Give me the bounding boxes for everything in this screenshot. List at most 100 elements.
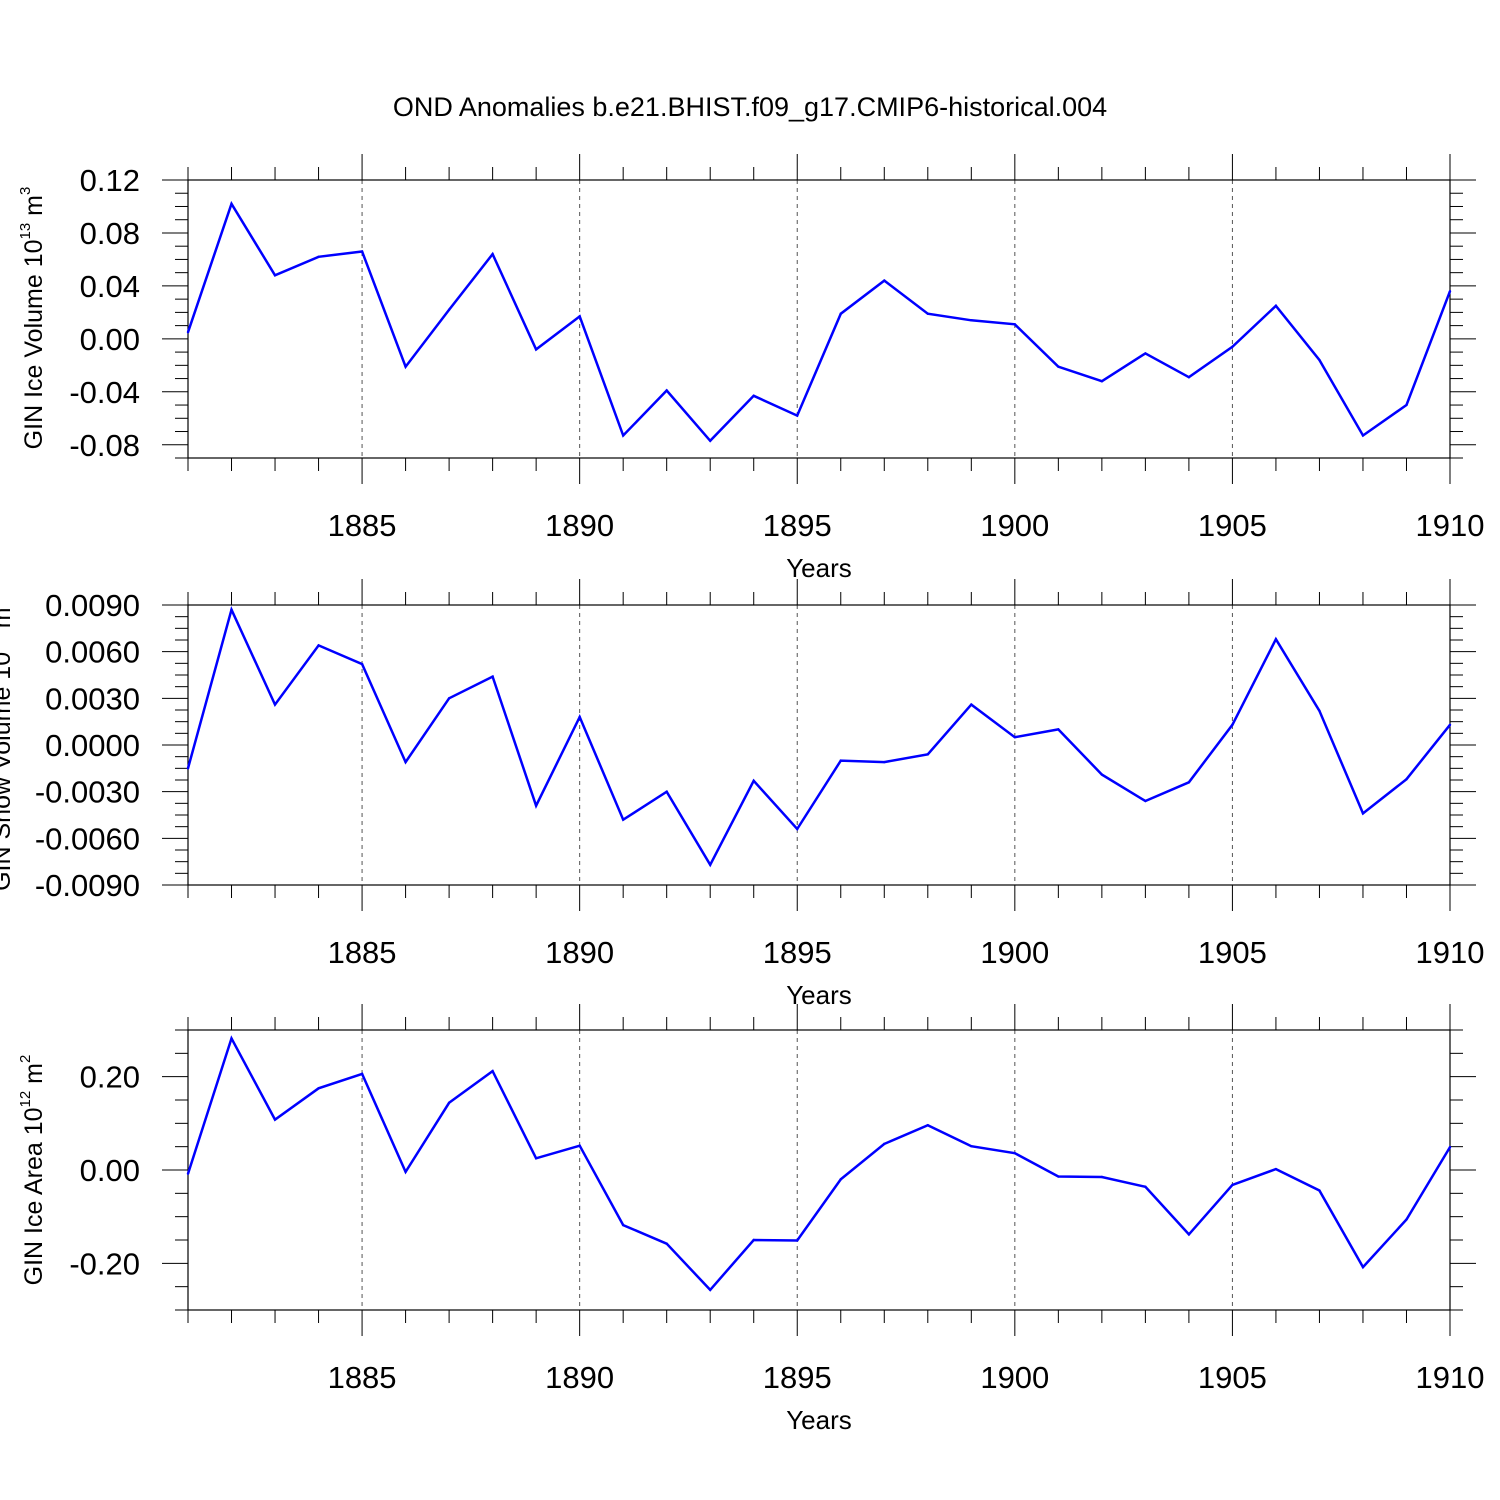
data-point xyxy=(360,1072,364,1076)
data-point xyxy=(665,389,668,392)
data-point xyxy=(1187,781,1191,784)
x-tick-label: 1900 xyxy=(980,935,1049,970)
data-point xyxy=(926,753,929,756)
data-point xyxy=(1448,290,1452,293)
x-tick-label: 1890 xyxy=(545,1360,614,1395)
data-point xyxy=(1231,345,1234,348)
y-axis-label: GIN Ice Area 1012 m2 xyxy=(17,1055,48,1286)
data-point xyxy=(534,804,538,807)
data-point xyxy=(752,779,755,782)
y-tick-label: -0.0090 xyxy=(35,868,140,903)
plot-frame xyxy=(187,1029,1451,1311)
chart-title: OND Anomalies b.e21.BHIST.f09_g17.CMIP6-… xyxy=(393,92,1107,122)
data-point xyxy=(752,394,755,397)
data-point xyxy=(883,1142,886,1146)
panel-1: 0.12 0.08 0.04 0.00 -0.04 -0.08 1885 1890 1895 19… xyxy=(17,154,1484,583)
data-point xyxy=(709,1288,712,1292)
y-tick-label: 0.00 xyxy=(80,1153,140,1188)
data-point xyxy=(404,365,407,368)
series-line xyxy=(186,606,1451,868)
data-point xyxy=(317,644,320,647)
data-point xyxy=(578,315,581,318)
data-point xyxy=(970,703,973,706)
data-point xyxy=(1405,1218,1408,1221)
data-point xyxy=(839,312,842,315)
data-point xyxy=(1057,1175,1060,1178)
data-point xyxy=(1318,1189,1321,1192)
data-point xyxy=(1057,728,1060,731)
data-point xyxy=(1100,773,1104,776)
x-tick-label: 1895 xyxy=(763,1360,832,1395)
data-point xyxy=(970,1145,973,1148)
data-point xyxy=(883,760,886,764)
data-point xyxy=(1187,376,1191,379)
data-point xyxy=(230,202,233,206)
data-point xyxy=(796,414,799,417)
data-point xyxy=(317,255,320,258)
y-tick-label: 0.20 xyxy=(80,1060,140,1095)
x-tick-label: 1895 xyxy=(763,508,832,543)
data-point xyxy=(1231,1183,1234,1187)
data-point xyxy=(970,319,973,322)
x-tick-label: 1895 xyxy=(763,935,832,970)
data-point xyxy=(447,308,451,311)
data-point xyxy=(1187,1233,1191,1236)
data-point xyxy=(186,1172,190,1175)
data-point xyxy=(665,1242,668,1245)
data-point xyxy=(360,250,364,253)
panel-3: 0.20 0.00 -0.20 1885 1890 1895 1900 1905 1910 Yea… xyxy=(17,1004,1484,1435)
x-tick-label: 1885 xyxy=(328,935,397,970)
data-point xyxy=(796,827,799,831)
data-point xyxy=(1318,358,1321,362)
data-point xyxy=(1361,812,1365,815)
x-tick-label: 1905 xyxy=(1198,508,1267,543)
y-tick-label: -0.04 xyxy=(69,375,140,410)
data-point xyxy=(1274,638,1278,641)
data-point xyxy=(1057,365,1060,368)
x-tick-label: 1885 xyxy=(328,508,397,543)
y-tick-label: -0.0030 xyxy=(35,775,140,810)
x-tick-label: 1910 xyxy=(1416,1360,1485,1395)
data-point xyxy=(621,818,625,821)
data-point xyxy=(360,662,364,666)
data-point xyxy=(273,703,277,706)
x-tick-label: 1890 xyxy=(545,935,614,970)
x-tick-label: 1900 xyxy=(980,508,1049,543)
data-point xyxy=(1144,1185,1147,1189)
data-point xyxy=(709,863,712,866)
series-line xyxy=(186,1035,1452,1292)
data-point xyxy=(578,715,581,719)
data-point xyxy=(883,279,886,282)
x-tick-label: 1900 xyxy=(980,1360,1049,1395)
data-point xyxy=(186,767,190,770)
data-point xyxy=(491,1069,494,1073)
data-point xyxy=(839,1178,842,1181)
data-point xyxy=(621,1223,625,1227)
data-point xyxy=(665,790,668,793)
data-point xyxy=(1100,1175,1104,1179)
y-tick-label: 0.0090 xyxy=(45,588,140,623)
x-tick-label: 1885 xyxy=(328,1360,397,1395)
x-axis-label: Years xyxy=(786,553,852,583)
data-point xyxy=(1448,1145,1452,1149)
data-point xyxy=(1013,323,1017,326)
data-point xyxy=(404,760,407,764)
data-point xyxy=(534,348,538,351)
y-tick-label: 0.0060 xyxy=(45,635,140,670)
y-tick-label: -0.0060 xyxy=(35,821,140,856)
data-point xyxy=(796,1239,799,1242)
y-tick-label: -0.08 xyxy=(69,428,140,463)
y-tick-label: 0.0000 xyxy=(45,728,140,763)
y-tick-label: 0.04 xyxy=(80,269,140,304)
data-point xyxy=(1144,352,1147,355)
data-point xyxy=(534,1157,538,1160)
data-point xyxy=(404,1170,407,1174)
data-point xyxy=(491,675,494,678)
data-point xyxy=(1448,723,1452,726)
data-point xyxy=(273,274,277,277)
data-point xyxy=(273,1118,277,1121)
x-tick-label: 1910 xyxy=(1416,935,1485,970)
plot-frame xyxy=(187,179,1451,459)
data-point xyxy=(1405,403,1408,407)
data-point xyxy=(1405,778,1408,781)
